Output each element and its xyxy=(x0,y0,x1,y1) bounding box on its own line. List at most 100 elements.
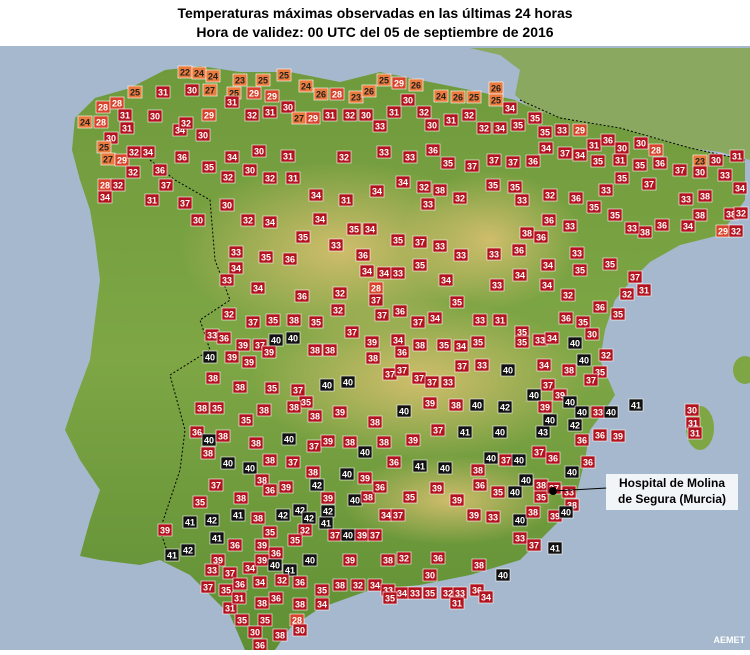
station: 32 xyxy=(221,307,237,321)
station-temp: 39 xyxy=(323,494,333,504)
station-box xyxy=(297,523,313,537)
station: 39 xyxy=(364,335,380,349)
station: 31 xyxy=(386,105,402,119)
station-box xyxy=(449,493,465,507)
station: 41 xyxy=(457,425,473,439)
station-temp: 34 xyxy=(362,267,372,277)
station: 39 xyxy=(235,338,251,352)
station-box xyxy=(497,400,513,414)
station-box xyxy=(512,513,528,527)
station-box xyxy=(282,563,298,577)
station-box xyxy=(692,208,708,222)
station-temp: 39 xyxy=(257,556,267,566)
station: 28 xyxy=(109,96,125,110)
station: 39 xyxy=(405,433,421,447)
station-temp: 35 xyxy=(268,316,278,326)
station-box xyxy=(614,171,630,185)
station-box xyxy=(298,79,314,93)
station: 32 xyxy=(244,108,260,122)
station-box xyxy=(308,188,324,202)
station: 35 xyxy=(575,315,591,329)
station: 30 xyxy=(195,128,211,142)
station: 32 xyxy=(619,287,635,301)
station: 35 xyxy=(514,335,530,349)
station-temp: 29 xyxy=(575,126,585,136)
station: 33 xyxy=(420,197,436,211)
station-box xyxy=(256,403,272,417)
station-box xyxy=(390,266,406,280)
station: 35 xyxy=(507,180,523,194)
station: 35 xyxy=(533,490,549,504)
station: 31 xyxy=(729,149,745,163)
station-temp: 38 xyxy=(197,404,207,414)
station-temp: 38 xyxy=(474,561,484,571)
station-box xyxy=(437,461,453,475)
station: 31 xyxy=(586,138,602,152)
station-temp: 36 xyxy=(595,431,605,441)
station-box xyxy=(194,401,210,415)
station-temp: 32 xyxy=(181,119,191,129)
station-temp: 35 xyxy=(261,253,271,263)
station-box xyxy=(680,219,696,233)
station-box xyxy=(572,123,588,137)
station-temp: 38 xyxy=(700,192,710,202)
station-temp: 34 xyxy=(541,144,551,154)
station: 40 xyxy=(511,453,527,467)
station-temp: 34 xyxy=(100,193,110,203)
station-temp: 38 xyxy=(310,346,320,356)
station-box xyxy=(540,258,556,272)
station-box xyxy=(512,268,528,282)
station: 36 xyxy=(294,289,310,303)
station-box xyxy=(492,121,508,135)
station-box xyxy=(164,548,180,562)
station-temp: 30 xyxy=(198,131,208,141)
station-box xyxy=(117,108,133,122)
station-box xyxy=(453,248,469,262)
station-box xyxy=(395,175,411,189)
station-box xyxy=(109,96,125,110)
station-temp: 29 xyxy=(394,79,404,89)
station-temp: 38 xyxy=(218,432,228,442)
station-box xyxy=(220,456,236,470)
station: 32 xyxy=(350,578,366,592)
station-temp: 35 xyxy=(613,310,623,320)
station-box xyxy=(457,425,473,439)
station-box xyxy=(262,525,278,539)
station-temp: 35 xyxy=(610,211,620,221)
station-box xyxy=(287,533,303,547)
station: 27 xyxy=(291,111,307,125)
station: 38 xyxy=(692,208,708,222)
station-box xyxy=(545,451,561,465)
station-temp: 39 xyxy=(452,496,462,506)
station: 34 xyxy=(262,215,278,229)
station-temp: 42 xyxy=(207,516,217,526)
station-box xyxy=(305,465,321,479)
station-box xyxy=(471,558,487,572)
station: 30 xyxy=(684,403,700,417)
station-temp: 24 xyxy=(208,72,218,82)
callout-point xyxy=(549,487,557,495)
station: 37 xyxy=(412,235,428,249)
station-box xyxy=(235,338,251,352)
station-temp: 33 xyxy=(601,186,611,196)
station: 29 xyxy=(391,76,407,90)
station: 35 xyxy=(610,307,626,321)
station-box xyxy=(390,233,406,247)
station-box xyxy=(424,118,440,132)
station-box xyxy=(262,171,278,185)
station-box xyxy=(525,505,541,519)
station-box xyxy=(654,218,670,232)
station: 34 xyxy=(502,101,518,115)
station-temp: 41 xyxy=(167,551,177,561)
station-box xyxy=(574,433,590,447)
station-temp: 36 xyxy=(514,246,524,256)
station-box xyxy=(678,192,694,206)
station-temp: 33 xyxy=(489,250,499,260)
station-temp: 38 xyxy=(257,476,267,486)
station-temp: 32 xyxy=(129,148,139,158)
station: 40 xyxy=(567,336,583,350)
station-temp: 40 xyxy=(223,459,233,469)
station-temp: 26 xyxy=(491,84,501,94)
station-temp: 32 xyxy=(224,310,234,320)
station: 34 xyxy=(427,311,443,325)
